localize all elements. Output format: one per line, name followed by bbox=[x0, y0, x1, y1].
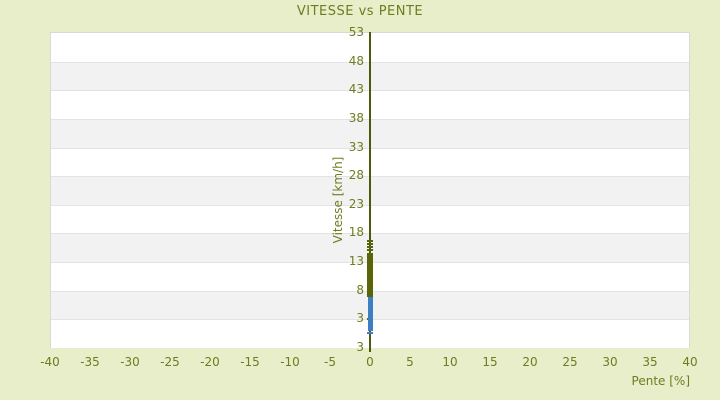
x-tick-label: -5 bbox=[324, 355, 336, 369]
x-tick-label: -40 bbox=[40, 355, 60, 369]
y-tick-label: 38 bbox=[348, 110, 364, 125]
x-tick-label: -20 bbox=[200, 355, 220, 369]
x-tick-label: 35 bbox=[642, 355, 658, 369]
x-axis-title: Pente [%] bbox=[631, 374, 690, 388]
chart-title: VITESSE vs PENTE bbox=[296, 4, 424, 19]
x-tick-label: 15 bbox=[482, 355, 498, 369]
data-cluster-segment bbox=[367, 252, 373, 298]
data-point-marker bbox=[367, 246, 373, 249]
y-tick-label: 8 bbox=[356, 282, 364, 297]
y-tick-label: 18 bbox=[348, 225, 364, 240]
x-tick-label: -35 bbox=[80, 355, 100, 369]
data-cluster-segment bbox=[367, 297, 373, 331]
data-point-marker bbox=[367, 243, 373, 246]
y-tick-label: 23 bbox=[348, 196, 364, 211]
data-point-marker bbox=[367, 240, 373, 243]
x-tick-label: 25 bbox=[562, 355, 578, 369]
data-point-marker bbox=[367, 249, 373, 252]
x-tick-label: 10 bbox=[442, 355, 458, 369]
x-tick-label: 5 bbox=[406, 355, 414, 369]
x-tick-label: -25 bbox=[160, 355, 180, 369]
data-point-marker bbox=[367, 331, 373, 334]
y-tick-label: 13 bbox=[348, 254, 364, 269]
x-tick-label: -15 bbox=[240, 355, 260, 369]
y-tick-label: 53 bbox=[348, 25, 364, 39]
y-axis-line bbox=[369, 32, 371, 352]
y-tick-label: 3 bbox=[356, 340, 364, 354]
x-tick-label: 40 bbox=[682, 355, 698, 369]
y-tick-label: 48 bbox=[348, 53, 364, 68]
x-tick-label: 0 bbox=[366, 355, 374, 369]
y-tick-label: 43 bbox=[348, 82, 364, 97]
y-tick-label: 3 bbox=[356, 311, 364, 326]
x-tick-label: 20 bbox=[522, 355, 538, 369]
y-tick-label: 33 bbox=[348, 139, 364, 154]
y-tick-label: 28 bbox=[348, 168, 364, 183]
x-tick-label: -10 bbox=[280, 355, 300, 369]
x-tick-label: 30 bbox=[602, 355, 618, 369]
x-tick-label: -30 bbox=[120, 355, 140, 369]
